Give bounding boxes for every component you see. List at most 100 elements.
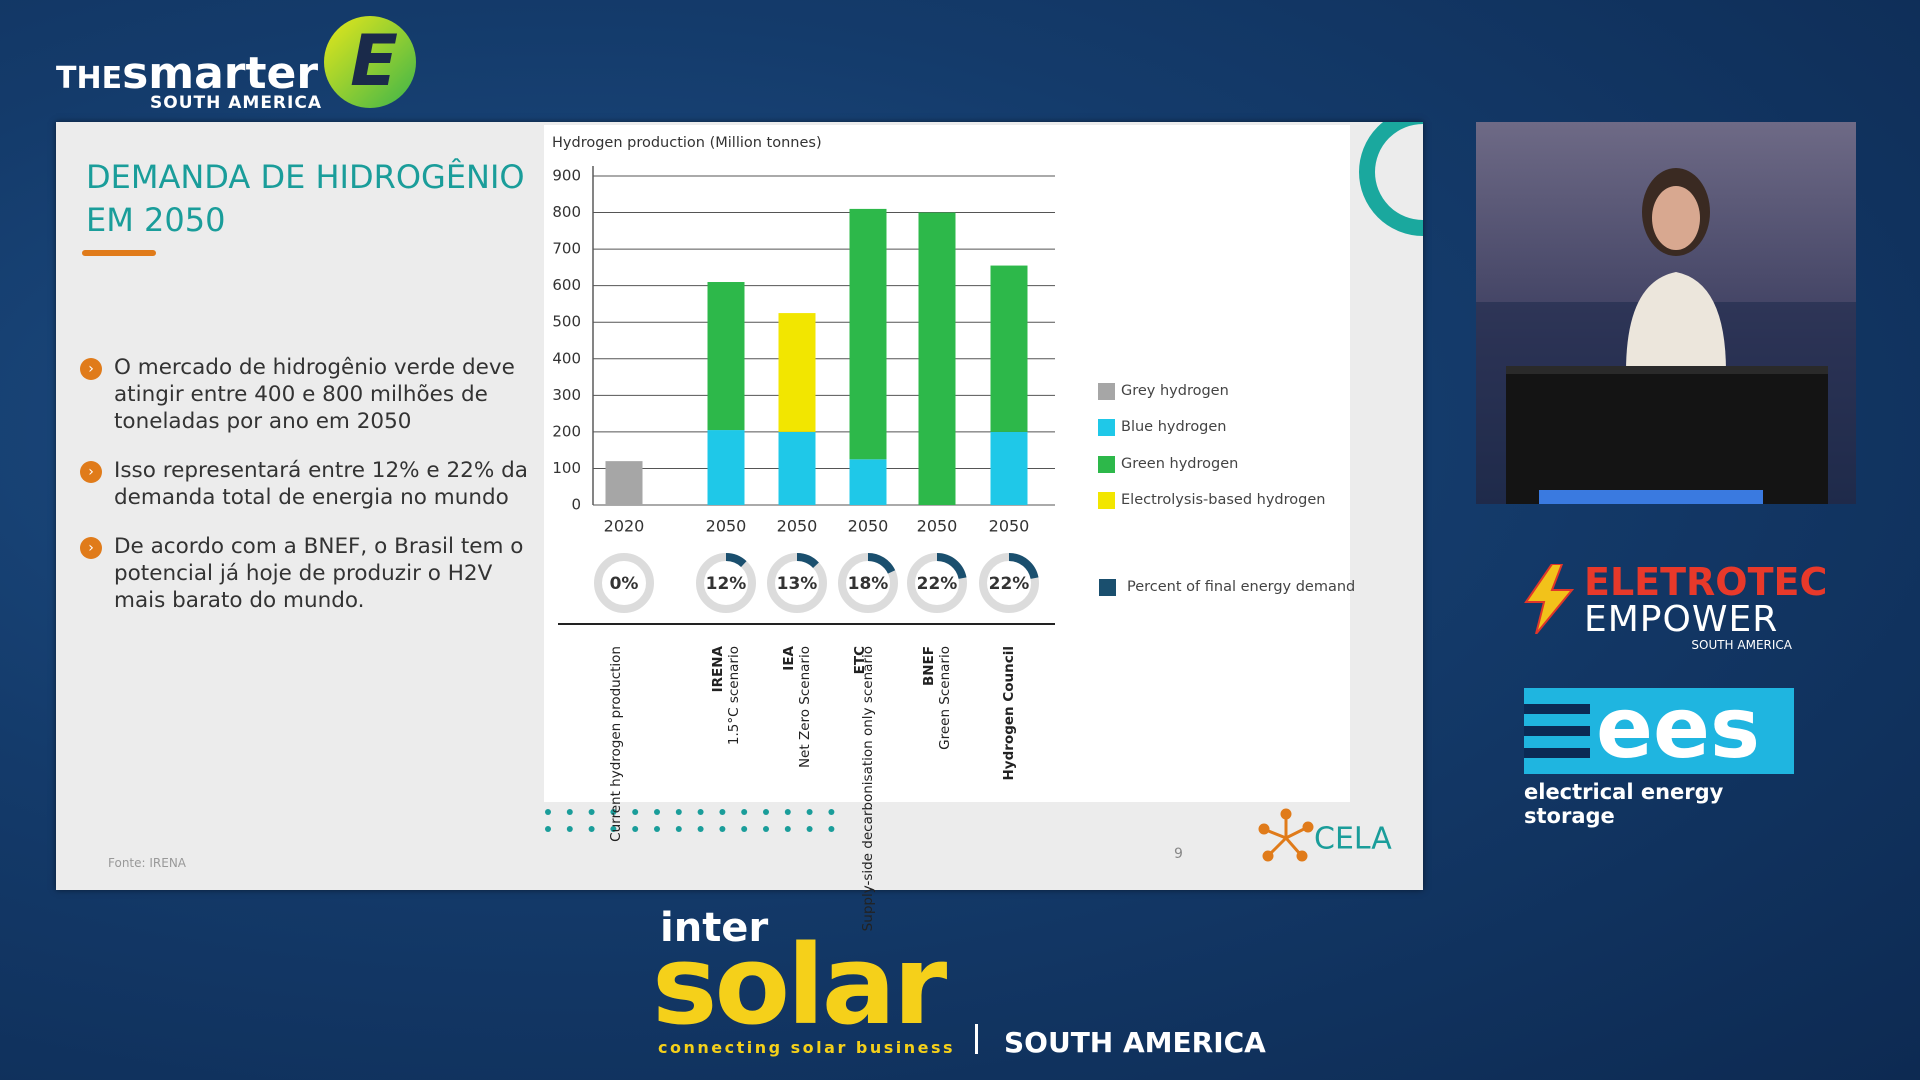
bullet: › Isso representará entre 12% e 22% da de… [80,457,550,511]
donut-arc [936,553,967,580]
donut-label: 18% [848,574,889,594]
slide-title: DEMANDA DE HIDROGÊNIO EM 2050 [86,158,525,239]
legend-label: Blue hydrogen [1121,419,1227,435]
logo-e: E [350,20,398,102]
x-tick-label: 2050 [777,517,818,536]
eletrotec-logo: ELETROTEC EMPOWER SOUTH AMERICA [1522,560,1828,652]
legend-swatch [1098,456,1115,473]
ees-caption: electrical energy storage [1524,780,1724,828]
y-tick-label: 100 [552,459,581,477]
legend-label: Percent of final energy demand [1127,579,1355,595]
y-axis-title: Hydrogen production (Million tonnes) [552,135,822,151]
y-tick-label: 900 [552,167,581,185]
y-tick-label: 400 [552,349,581,367]
dot [763,826,769,832]
dot [632,809,639,815]
donut-label: 22% [989,574,1030,594]
x-tick-label: 2050 [989,517,1030,536]
dot [697,809,704,815]
dot [654,826,660,832]
page-number: 9 [1174,846,1183,862]
logo-the: THE [56,61,123,96]
scenario-label: ETC [852,646,868,674]
dot [719,826,726,832]
cela-text: CELA [1314,822,1392,857]
scenario-label: Current hydrogen production [608,646,624,842]
bar-segment [918,212,956,506]
dot-row [545,809,835,832]
donut-arc [1008,553,1039,580]
dot [828,809,835,815]
legend-swatch [1098,383,1115,400]
bar-segment [849,459,887,505]
dot [610,809,617,815]
x-tick-label: 2020 [604,517,645,536]
logo-region: SOUTH AMERICA [150,93,322,113]
donut-label: 0% [610,574,639,594]
dot [828,826,835,832]
empower-text: EMPOWER [1584,599,1779,640]
bar-segment [778,313,816,432]
bar-segment [605,461,643,505]
y-tick-label: 800 [552,203,581,221]
dot [545,826,551,832]
title-underline [82,250,156,256]
dot [784,809,791,815]
x-tick-label: 2050 [917,517,958,536]
dot [675,809,682,815]
tagline: connecting solar business [658,1038,956,1057]
bullet: › De acordo com a BNEF, o Brasil tem o po… [80,533,550,614]
dot [806,809,813,815]
scenario-label: Net Zero Scenario [797,646,813,768]
dot [784,826,791,832]
y-tick-label: 600 [552,276,581,294]
legend-swatch [1099,579,1116,596]
donut-track [594,553,654,613]
bar-segment [990,265,1028,432]
logo-smarter: smarter [122,48,319,99]
dot [697,826,704,832]
dot [741,826,748,832]
legend-swatch [1098,419,1115,436]
bullet-text: O mercado de hidrogênio verde deve ating… [114,355,515,434]
y-tick-label: 700 [552,240,581,258]
ees-text: ees [1596,679,1760,777]
scenario-label: Hydrogen Council [1001,646,1017,781]
ees-logo: ees electrical energy storage [1524,680,1794,828]
eletrotec-text: ELETROTEC [1584,560,1828,604]
bar-segment [707,430,745,505]
separator [975,1024,978,1054]
cela-logo: CELA [1258,808,1392,862]
bar-segment [778,431,816,505]
y-tick-label: 0 [571,496,581,514]
y-tick-label: 500 [552,313,581,331]
bar-segment [990,431,1028,505]
bullet-text: De acordo com a BNEF, o Brasil tem o pot… [114,534,524,613]
ees-box: ees [1524,680,1794,776]
donut-arc [867,553,896,574]
bar-segment [707,282,745,431]
donut-arc [725,553,747,568]
dot [741,809,748,815]
intersolar-region: SOUTH AMERICA [1004,1026,1266,1059]
speaker-video [1476,122,1856,504]
legend-label: Green hydrogen [1121,456,1238,472]
bolt-icon [1524,564,1575,634]
dot [719,809,726,815]
smarter-e-icon: E [324,16,416,108]
dot [588,809,595,815]
smarter-logo: THEsmarter SOUTH AMERICA [56,48,322,113]
dot [566,809,573,815]
inter-text: inter [660,905,769,951]
bullet-list: › O mercado de hidrogênio verde deve atin… [80,354,550,614]
y-tick-label: 200 [552,422,581,440]
donut-label: 12% [706,574,747,594]
y-tick-label: 300 [552,386,581,404]
donut-label: 13% [777,574,818,594]
eletrotec-region: SOUTH AMERICA [1691,638,1792,652]
solar-text: solar [652,921,947,1049]
dot [806,826,813,832]
scenario-label: BNEF [921,646,937,686]
